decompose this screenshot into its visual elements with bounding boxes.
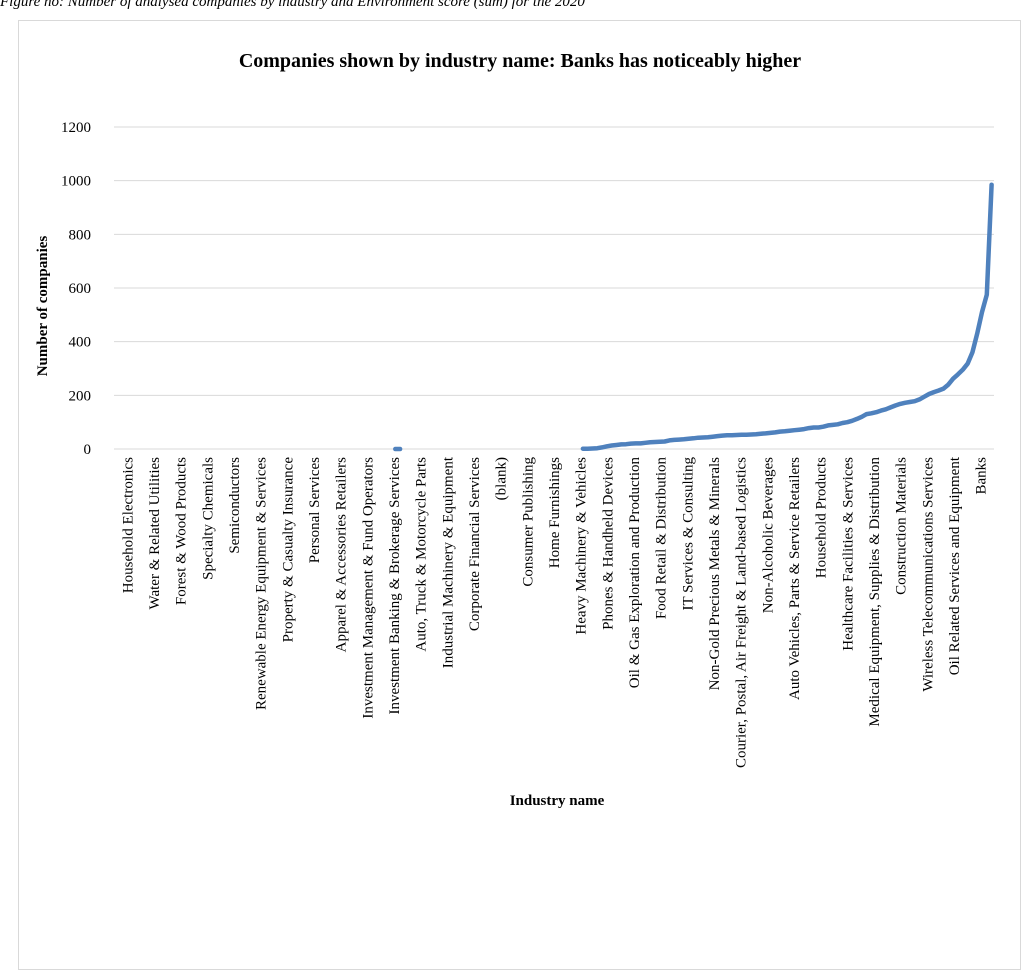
x-tick-label: Oil Related Services and Equipment (947, 456, 963, 675)
x-tick-label: Oil & Gas Exploration and Production (627, 457, 643, 689)
y-tick-label: 0 (84, 442, 92, 458)
y-tick-label: 600 (69, 281, 92, 297)
x-tick-label: Specialty Chemicals (200, 457, 216, 580)
x-tick-label: Corporate Financial Services (467, 457, 483, 631)
x-tick-label: Heavy Machinery & Vehicles (574, 457, 590, 635)
figure-caption: Figure no: Number of analysed companies … (0, 0, 585, 10)
line-chart: Companies shown by industry name: Banks … (35, 50, 994, 809)
x-tick-label: Forest & Wood Products (174, 457, 190, 605)
x-tick-label: Food Retail & Distribution (654, 457, 670, 620)
x-axis-title: Industry name (510, 793, 605, 809)
y-axis-ticks: 0 200 400 600 800 1000 1200 (61, 120, 91, 458)
x-tick-label: Non-Gold Precious Metals & Minerals (707, 457, 723, 690)
y-tick-label: 200 (69, 388, 92, 404)
x-tick-label: (blank) (494, 457, 510, 500)
gridlines (114, 126, 994, 450)
x-tick-label: Medical Equipment, Supplies & Distributi… (867, 457, 883, 727)
x-tick-label: Industrial Machinery & Equipment (440, 456, 456, 668)
x-tick-label: Home Furnishings (547, 457, 563, 568)
x-tick-label: Property & Casualty Insurance (280, 457, 296, 643)
x-tick-label: Courier, Postal, Air Freight & Land-base… (734, 457, 750, 768)
x-tick-label: Apparel & Accessories Retailers (334, 457, 350, 653)
x-tick-label: Investment Banking & Brokerage Services (387, 457, 403, 715)
x-tick-label: Household Electronics (120, 457, 136, 593)
x-tick-label: Household Products (814, 457, 830, 578)
chart-frame: Companies shown by industry name: Banks … (18, 20, 1021, 970)
x-tick-label: Semiconductors (227, 457, 243, 554)
x-tick-label: Investment Management & Fund Operators (360, 457, 376, 719)
y-tick-label: 1000 (61, 174, 91, 190)
series-lines (393, 182, 994, 452)
x-tick-label: Phones & Handheld Devices (600, 457, 616, 630)
x-tick-label: IT Services & Consulting (680, 457, 696, 611)
x-tick-label: Non-Alcoholic Beverages (760, 457, 776, 613)
x-tick-label: Construction Materials (894, 457, 910, 595)
y-tick-label: 800 (69, 227, 92, 243)
y-tick-label: 400 (69, 335, 92, 351)
x-tick-label: Water & Related Utilities (147, 457, 163, 610)
x-tick-label: Auto Vehicles, Parts & Service Retailers (787, 457, 803, 700)
x-tick-label: Wireless Telecommunications Services (920, 457, 936, 692)
y-axis-title: Number of companies (35, 236, 51, 377)
x-tick-label: Banks (974, 457, 990, 495)
chart-title: Companies shown by industry name: Banks … (239, 50, 801, 72)
x-tick-label: Personal Services (307, 457, 323, 563)
x-tick-label: Consumer Publishing (520, 457, 536, 587)
x-tick-label: Auto, Truck & Motorcycle Parts (414, 457, 430, 652)
series-line-segment (580, 182, 994, 451)
x-tick-label: Renewable Energy Equipment & Services (254, 457, 270, 710)
y-tick-label: 1200 (61, 120, 91, 136)
x-axis-ticks: Household Electronics Water & Related Uti… (120, 456, 989, 768)
x-tick-label: Healthcare Facilities & Services (840, 457, 856, 651)
